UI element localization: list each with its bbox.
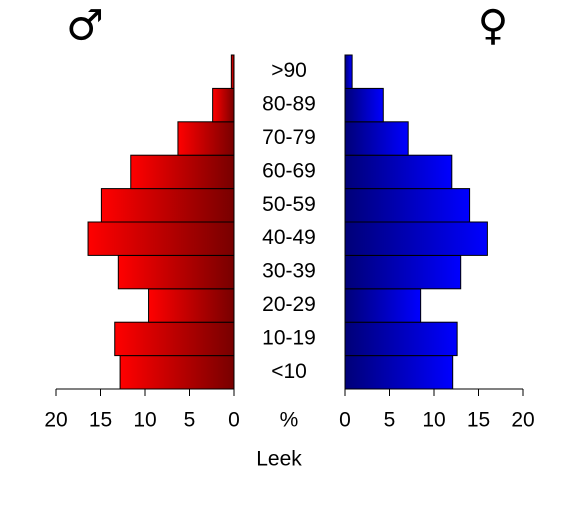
- category-label: 20-29: [262, 293, 316, 316]
- x-axis-label: Leek: [256, 448, 302, 471]
- x-tick-label: 20: [511, 409, 534, 432]
- bar: [130, 154, 235, 190]
- bar: [344, 355, 454, 390]
- bar: [119, 355, 235, 390]
- category-label: <10: [271, 360, 307, 383]
- category-label: 80-89: [262, 93, 316, 116]
- category-label: 50-59: [262, 193, 316, 216]
- bar: [212, 87, 235, 123]
- x-tick-label: 0: [339, 409, 351, 432]
- bar: [117, 254, 235, 290]
- bar: [344, 154, 453, 190]
- center-unit-label: %: [280, 409, 299, 432]
- category-label: 60-69: [262, 159, 316, 182]
- bar: [344, 221, 488, 256]
- bar: [344, 87, 384, 123]
- bar: [344, 321, 458, 357]
- bar: [148, 288, 235, 323]
- category-label: 30-39: [262, 260, 316, 283]
- male-symbol: ♂: [66, 1, 104, 50]
- x-tick-label: 15: [89, 409, 112, 432]
- x-tick-label: 10: [422, 409, 445, 432]
- x-tick-label: 5: [384, 409, 396, 432]
- x-tick-label: 0: [228, 409, 240, 432]
- category-label: 70-79: [262, 126, 316, 149]
- x-tick-label: 20: [44, 409, 67, 432]
- x-tick-label: 5: [184, 409, 196, 432]
- category-label: 40-49: [262, 226, 316, 249]
- bar: [114, 321, 235, 357]
- x-tick-label: 10: [133, 409, 156, 432]
- bar: [344, 288, 422, 323]
- bar: [344, 54, 353, 89]
- category-label: 10-19: [262, 326, 316, 349]
- category-label: >90: [271, 59, 307, 82]
- bar: [344, 254, 462, 290]
- bar: [344, 188, 471, 223]
- bar: [87, 221, 235, 256]
- bar: [230, 54, 235, 89]
- female-symbol: ♀: [478, 1, 509, 50]
- bar: [177, 121, 235, 156]
- bar: [100, 188, 235, 223]
- bar: [344, 121, 409, 156]
- x-tick-label: 15: [467, 409, 490, 432]
